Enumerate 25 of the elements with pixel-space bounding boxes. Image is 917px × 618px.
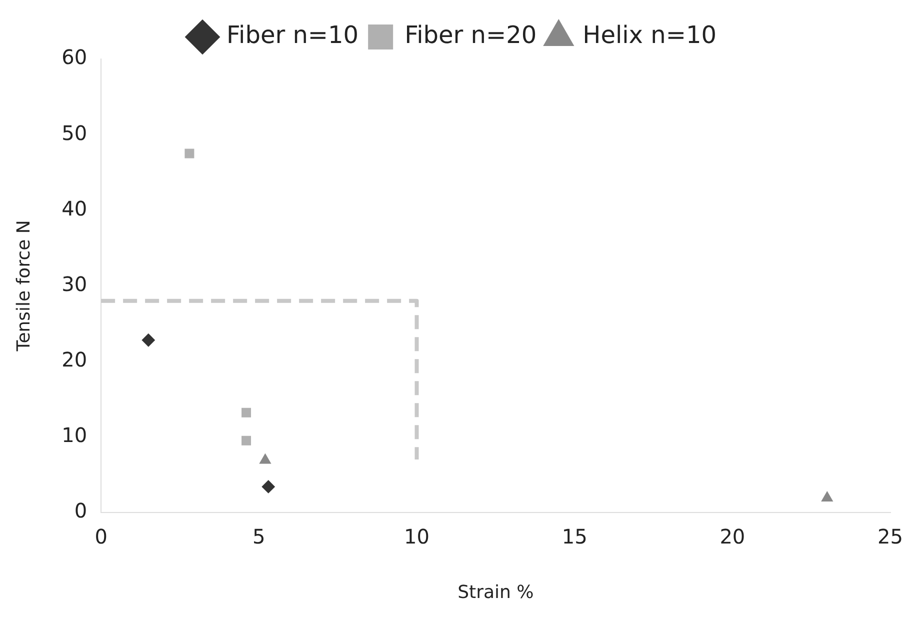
x-tick-label: 25 xyxy=(878,524,903,549)
point xyxy=(262,480,275,494)
legend-label: Helix n=10 xyxy=(582,21,717,50)
point xyxy=(821,492,833,502)
x-tick-label: 15 xyxy=(562,524,588,549)
legend-label: Fiber n=10 xyxy=(226,21,359,50)
legend-label: Fiber n=20 xyxy=(404,21,537,50)
point xyxy=(242,408,252,418)
x-tick-label: 10 xyxy=(404,524,430,549)
x-tick-label: 20 xyxy=(720,524,746,549)
x-tick-label: 0 xyxy=(94,524,108,549)
y-tick-label: 30 xyxy=(62,272,88,296)
x-axis-title: Strain % xyxy=(458,582,534,603)
point xyxy=(260,454,271,464)
y-tick-label: 10 xyxy=(62,423,88,448)
y-tick-label: 40 xyxy=(62,196,88,220)
y-tick-label: 0 xyxy=(74,498,88,523)
point xyxy=(242,436,252,446)
y-axis-title: Tensile force N xyxy=(13,220,34,352)
y-tick-label: 60 xyxy=(62,45,88,70)
point xyxy=(142,334,155,347)
y-tick-label: 20 xyxy=(62,347,88,372)
point xyxy=(184,148,194,158)
y-tick-label: 50 xyxy=(62,120,88,145)
x-tick-label: 5 xyxy=(252,524,266,549)
